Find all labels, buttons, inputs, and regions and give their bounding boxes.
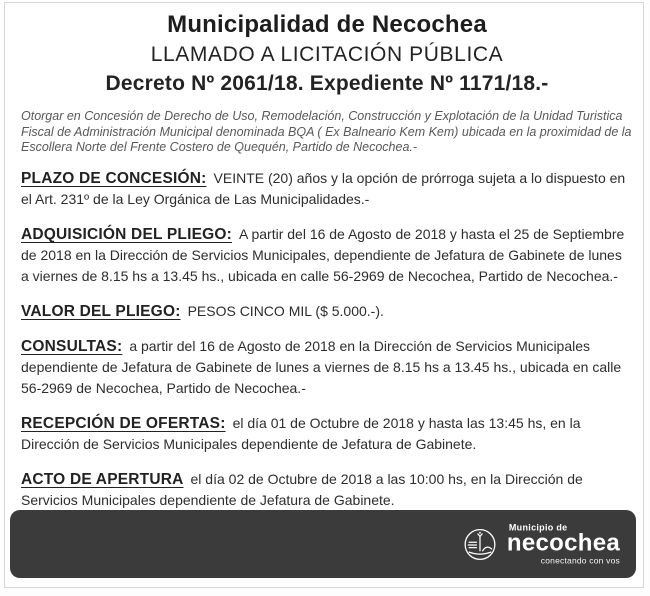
section-heading: VALOR DEL PLIEGO: [21, 303, 181, 320]
section-valor-del-pliego: VALOR DEL PLIEGO: PESOS CINCO MIL ($ 5.00… [21, 301, 633, 322]
section-plazo-de-concesion: PLAZO DE CONCESIÓN: VEINTE (20) años y la… [21, 168, 633, 210]
section-body: a partir del 16 de Agosto de 2018 en la … [21, 338, 622, 396]
section-acto-de-apertura: ACTO DE APERTURA el día 02 de Octubre de … [21, 469, 633, 511]
concession-intro-paragraph: Otorgar en Concesión de Derecho de Uso, … [21, 109, 632, 154]
notice-content: Municipalidad de Necochea LLAMADO A LICI… [21, 12, 633, 525]
logo-text-block: Municipio de necochea conectando con vos [507, 523, 620, 566]
decree-line: Decreto Nº 2061/18. Expediente Nº 1171/1… [105, 72, 549, 95]
section-heading: ACTO DE APERTURA [21, 471, 184, 488]
section-body: VEINTE (20) años y la opción de prórroga… [21, 170, 626, 207]
logo-name: necochea [506, 529, 620, 557]
section-body: PESOS CINCO MIL ($ 5.000.-). [187, 303, 384, 319]
section-recepcion-de-ofertas: RECEPCIÓN DE OFERTAS: el día 01 de Octubr… [21, 413, 633, 455]
notice-subtitle: LLAMADO A LICITACIÓN PÚBLICA [150, 43, 504, 66]
municipio-logo: Municipio de necochea conectando con vos [462, 523, 620, 566]
section-body: el día 01 de Octubre de 2018 y hasta las… [21, 415, 581, 452]
section-adquisicion-del-pliego: ADQUISICIÓN DEL PLIEGO: A partir del 16 d… [21, 224, 633, 287]
page-title: Municipalidad de Necochea [167, 11, 487, 38]
necochea-lighthouse-emblem-icon [464, 528, 496, 560]
logo-tagline: conectando con vos [540, 555, 620, 566]
logo-top-label: Municipio de [508, 522, 568, 533]
section-body: el día 02 de Octubre de 2018 a las 10:00… [21, 471, 583, 508]
section-body: A partir del 16 de Agosto de 2018 y hast… [21, 226, 625, 284]
footer-brand-bar: Municipio de necochea conectando con vos [10, 510, 636, 578]
section-heading: RECEPCIÓN DE OFERTAS: [21, 415, 226, 432]
page-frame [4, 2, 644, 588]
section-heading: ADQUISICIÓN DEL PLIEGO: [21, 226, 232, 243]
section-heading: CONSULTAS: [21, 338, 123, 355]
section-consultas: CONSULTAS: a partir del 16 de Agosto de 2… [21, 336, 633, 399]
section-heading: PLAZO DE CONCESIÓN: [21, 170, 207, 187]
